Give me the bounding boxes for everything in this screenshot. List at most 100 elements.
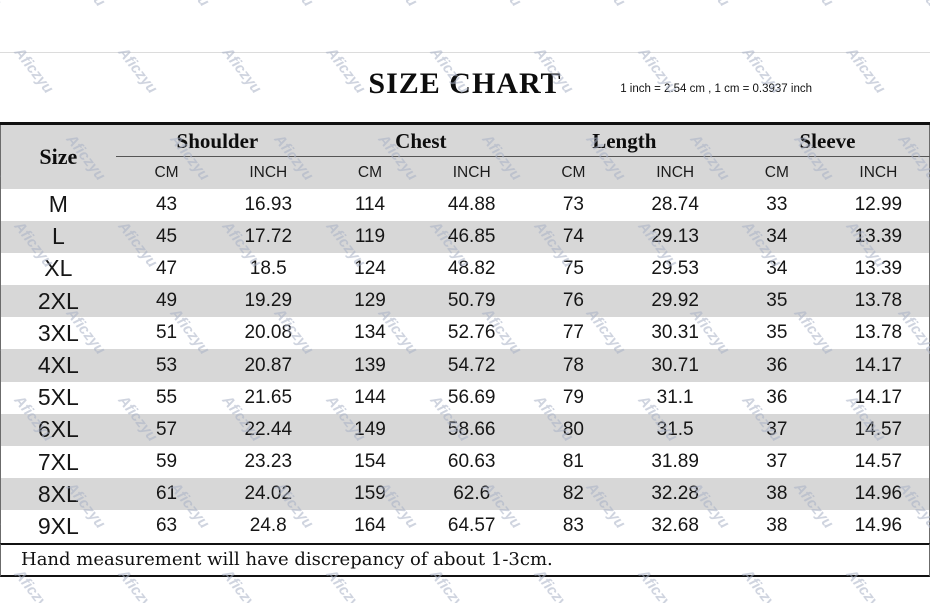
- value-cell: 57: [115, 413, 218, 446]
- group-header-sleeve: Sleeve: [726, 123, 930, 157]
- value-cell: 30.71: [624, 349, 726, 382]
- value-cell: 16.93: [217, 188, 320, 221]
- value-cell: 12.99: [827, 188, 930, 221]
- size-cell: 5XL: [0, 381, 116, 414]
- value-cell: 52.76: [420, 317, 523, 350]
- watermark-text: Aficzyu: [167, 0, 213, 10]
- value-cell: 32.28: [624, 478, 726, 511]
- value-cell: 56.69: [420, 381, 523, 414]
- group-header-length: Length: [522, 123, 726, 157]
- value-cell: 29.92: [624, 285, 726, 318]
- size-column-header: Size: [0, 123, 116, 189]
- value-cell: 13.78: [827, 317, 930, 350]
- table-body: M 43 16.93 114 44.88 73 28.74 33 12.99 L 45 17.72 11…: [0, 188, 930, 543]
- page-title: SIZE CHART: [368, 67, 562, 100]
- table-row: L 45 17.72 119 46.85 74 29.13 34 13.39: [0, 220, 930, 253]
- value-cell: 34: [726, 252, 828, 286]
- table-header: Size Shoulder Chest Length Sleeve CM INC…: [0, 123, 930, 189]
- size-cell: L: [0, 220, 116, 253]
- table-row: 5XL 55 21.65 144 56.69 79 31.1 36 14.17: [0, 381, 930, 414]
- value-cell: 73: [522, 188, 625, 221]
- size-chart-table: Size Shoulder Chest Length Sleeve CM INC…: [0, 122, 930, 543]
- value-cell: 31.1: [624, 381, 726, 414]
- value-cell: 58.66: [420, 413, 523, 446]
- unit-header-inch: INCH: [217, 156, 320, 189]
- value-cell: 114: [319, 188, 421, 221]
- group-header-chest: Chest: [319, 123, 523, 157]
- value-cell: 33: [726, 188, 828, 221]
- group-header-row: Size Shoulder Chest Length Sleeve: [0, 123, 930, 189]
- value-cell: 32.68: [624, 510, 726, 543]
- watermark-text: Aficzyu: [375, 0, 421, 10]
- watermark-text: Aficzyu: [479, 0, 525, 10]
- value-cell: 19.29: [217, 285, 320, 318]
- value-cell: 61: [115, 478, 218, 511]
- value-cell: 37: [726, 446, 828, 479]
- value-cell: 63: [115, 510, 218, 543]
- value-cell: 29.13: [624, 220, 726, 253]
- unit-header-inch: INCH: [827, 156, 930, 189]
- size-cell: XL: [0, 252, 116, 286]
- value-cell: 13.78: [827, 285, 930, 318]
- watermark-text: Aficzyu: [271, 0, 317, 10]
- value-cell: 23.23: [217, 446, 320, 479]
- value-cell: 81: [522, 446, 625, 479]
- value-cell: 159: [319, 478, 421, 511]
- value-cell: 43: [115, 188, 218, 221]
- footer-note: Hand measurement will have discrepancy o…: [0, 542, 930, 577]
- value-cell: 134: [319, 317, 421, 350]
- size-cell: M: [0, 188, 116, 221]
- table-row: 4XL 53 20.87 139 54.72 78 30.71 36 14.17: [0, 349, 930, 382]
- unit-header-inch: INCH: [420, 156, 523, 189]
- size-cell: 6XL: [0, 413, 116, 446]
- group-header-shoulder: Shoulder: [115, 123, 320, 157]
- value-cell: 34: [726, 220, 828, 253]
- size-cell: 4XL: [0, 349, 116, 382]
- value-cell: 74: [522, 220, 625, 253]
- value-cell: 31.5: [624, 413, 726, 446]
- watermark-text: Aficzyu: [583, 0, 629, 10]
- value-cell: 14.96: [827, 510, 930, 543]
- value-cell: 82: [522, 478, 625, 511]
- value-cell: 76: [522, 285, 625, 318]
- value-cell: 22.44: [217, 413, 320, 446]
- value-cell: 75: [522, 252, 625, 286]
- value-cell: 49: [115, 285, 218, 318]
- value-cell: 129: [319, 285, 421, 318]
- value-cell: 51: [115, 317, 218, 350]
- value-cell: 62.6: [420, 478, 523, 511]
- size-cell: 9XL: [0, 510, 116, 543]
- size-cell: 3XL: [0, 317, 116, 350]
- value-cell: 20.08: [217, 317, 320, 350]
- unit-header-cm: CM: [319, 156, 421, 189]
- value-cell: 50.79: [420, 285, 523, 318]
- value-cell: 13.39: [827, 220, 930, 253]
- value-cell: 47: [115, 252, 218, 286]
- table-row: 7XL 59 23.23 154 60.63 81 31.89 37 14.57: [0, 446, 930, 479]
- value-cell: 53: [115, 349, 218, 382]
- value-cell: 78: [522, 349, 625, 382]
- value-cell: 13.39: [827, 252, 930, 286]
- value-cell: 21.65: [217, 381, 320, 414]
- value-cell: 149: [319, 413, 421, 446]
- table-row: 8XL 61 24.02 159 62.6 82 32.28 38 14.96: [0, 478, 930, 511]
- size-cell: 8XL: [0, 478, 116, 511]
- table-row: M 43 16.93 114 44.88 73 28.74 33 12.99: [0, 188, 930, 221]
- watermark-text: Aficzyu: [0, 0, 5, 10]
- unit-header-row: CM INCH CM INCH CM INCH CM INCH: [1, 156, 930, 189]
- size-cell: 2XL: [0, 285, 116, 318]
- value-cell: 48.82: [420, 252, 523, 286]
- value-cell: 18.5: [217, 252, 320, 286]
- value-cell: 139: [319, 349, 421, 382]
- unit-header-cm: CM: [115, 156, 218, 189]
- table-row: 2XL 49 19.29 129 50.79 76 29.92 35 13.78: [0, 285, 930, 318]
- value-cell: 154: [319, 446, 421, 479]
- value-cell: 35: [726, 285, 828, 318]
- content-card: SIZE CHART 1 inch = 2.54 cm , 1 cm = 0.3…: [0, 52, 930, 577]
- watermark-text: Aficzyu: [895, 0, 930, 10]
- value-cell: 14.57: [827, 446, 930, 479]
- value-cell: 54.72: [420, 349, 523, 382]
- value-cell: 17.72: [217, 220, 320, 253]
- value-cell: 55: [115, 381, 218, 414]
